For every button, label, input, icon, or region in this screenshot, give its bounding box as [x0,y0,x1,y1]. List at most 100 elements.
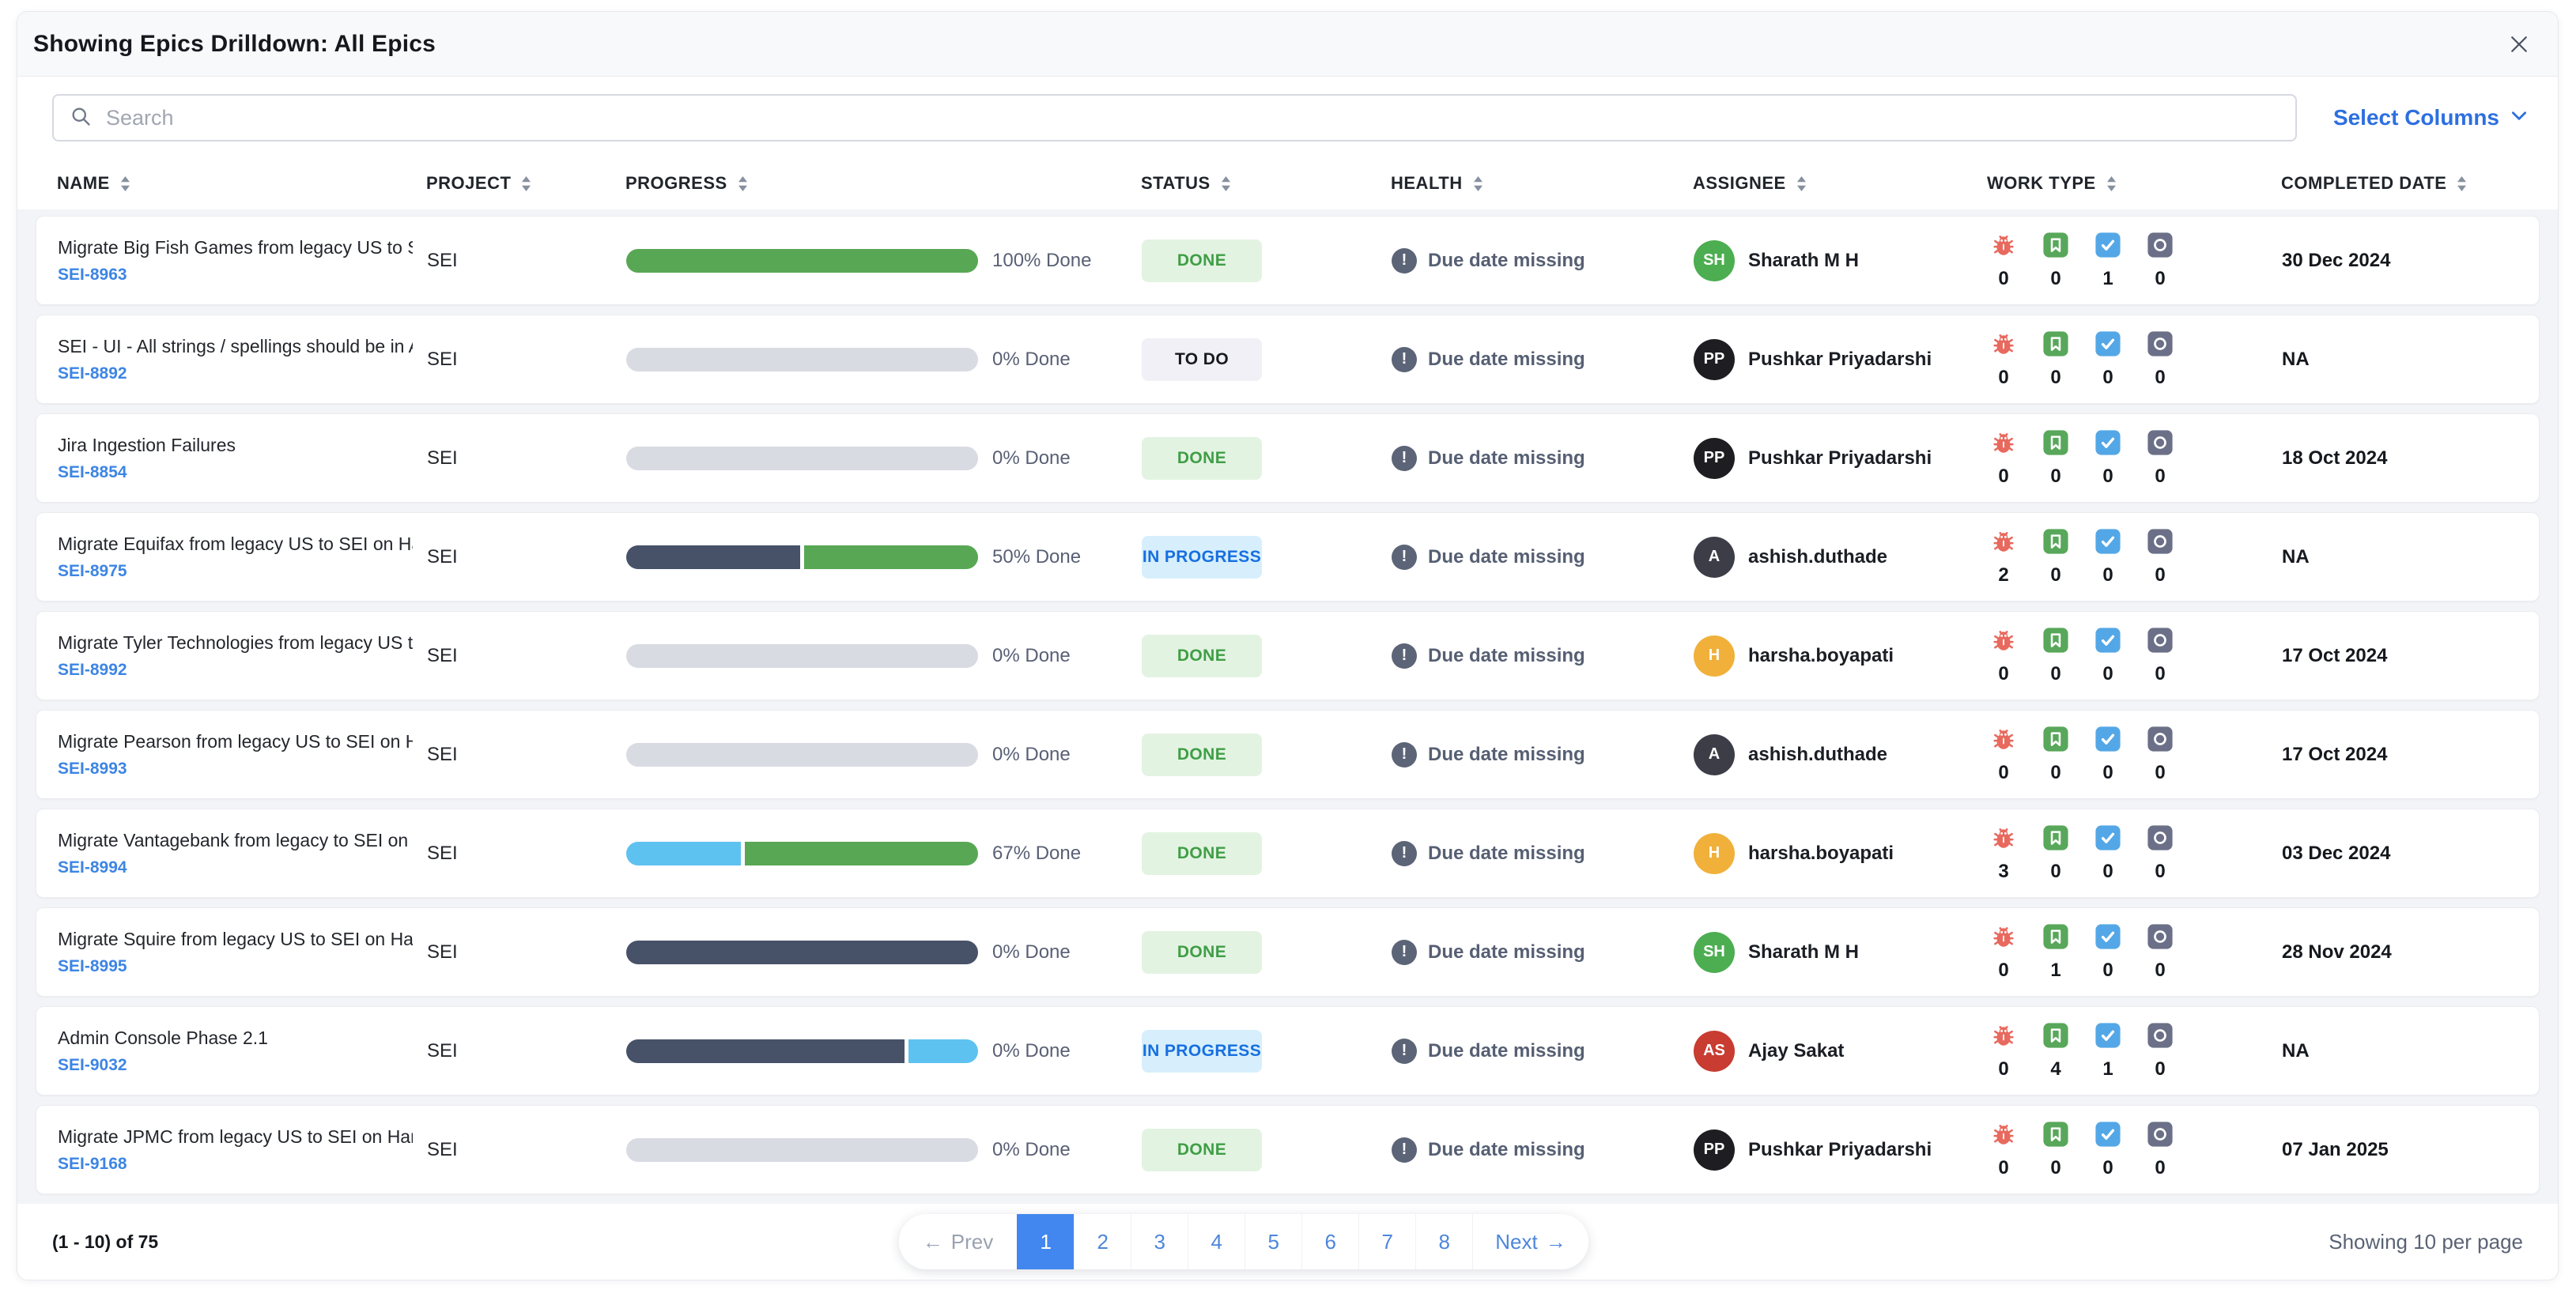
select-columns-label: Select Columns [2332,105,2499,130]
task-icon [2094,627,2121,654]
name-cell: Migrate Tyler Technologies from legacy U… [58,632,427,680]
epics-drilldown-panel: Showing Epics Drilldown: All Epics Selec… [17,11,2559,1280]
worktype-item: 0 [2144,232,2176,290]
worktype-count: 0 [1998,267,2009,289]
health-cell: ! Due date missing [1392,741,1694,767]
task-icon [2094,330,2121,357]
health-label: Due date missing [1428,842,1585,864]
column-header-project[interactable]: PROJECT [426,173,625,194]
column-header-worktype[interactable]: WORK TYPE [1987,173,2281,194]
project-cell: SEI [427,842,458,864]
worktype-item: 2 [1988,528,2019,586]
progress-segment [804,545,978,569]
next-page-button[interactable]: Next → [1472,1214,1588,1269]
assignee-cell: SH Sharath M H [1694,931,1988,973]
epic-id-link[interactable]: SEI-8854 [58,462,127,481]
epic-id-link[interactable]: SEI-8963 [58,265,127,284]
progress-bar [626,643,978,668]
status-cell: IN PROGRESS [1142,1029,1392,1073]
sort-icon [521,175,531,192]
bug-icon [1990,429,2017,456]
worktype-count: 0 [2155,564,2166,586]
sort-icon [2457,175,2467,192]
assignee-name: Ajay Sakat [1748,1039,1845,1062]
column-header-progress[interactable]: PROGRESS [625,173,1141,194]
status-badge: IN PROGRESS [1142,1029,1262,1073]
name-cell: Jira Ingestion Failures SEI-8854 [58,435,427,482]
avatar: A [1694,733,1735,775]
column-label: PROGRESS [625,173,727,193]
project-cell: SEI [427,249,458,271]
prev-page-button[interactable]: ← Prev [898,1214,1018,1269]
sort-icon [1221,175,1231,192]
assignee-name: Pushkar Priyadarshi [1748,1138,1932,1160]
page-7-button[interactable]: 7 [1358,1214,1416,1269]
story-icon [2042,232,2069,258]
worktype-count: 0 [1998,959,2009,981]
worktype-item: 0 [2040,232,2072,290]
prev-label: Prev [950,1229,994,1254]
progress-label: 0% Done [992,743,1071,765]
column-header-assignee[interactable]: ASSIGNEE [1693,173,1987,194]
progress-bar [626,1137,978,1162]
page-6-button[interactable]: 6 [1301,1214,1359,1269]
worktype-count: 0 [2050,662,2061,684]
status-cell: DONE [1142,930,1392,974]
page-3-button[interactable]: 3 [1131,1214,1188,1269]
alert-icon: ! [1392,247,1417,273]
epic-id-link[interactable]: SEI-8995 [58,956,127,975]
epic-id-link[interactable]: SEI-8992 [58,660,127,679]
page-5-button[interactable]: 5 [1245,1214,1302,1269]
epic-id-link[interactable]: SEI-8975 [58,561,127,580]
table-row: Admin Console Phase 2.1 SEI-9032 SEI 0% Don… [36,1006,2540,1095]
avatar: PP [1694,1129,1735,1171]
column-header-name[interactable]: NAME [57,173,426,194]
progress-segment [626,1137,978,1162]
worktype-count: 0 [1998,761,2009,783]
close-button[interactable] [2504,29,2534,59]
assignee-name: Pushkar Priyadarshi [1748,348,1932,370]
epic-id-link[interactable]: SEI-8993 [58,759,127,778]
epic-id-link[interactable]: SEI-8994 [58,858,127,877]
epic-name: Migrate Equifax from legacy US to SEI on… [58,533,413,554]
avatar: A [1694,536,1735,578]
epic-id-link[interactable]: SEI-8892 [58,364,127,383]
epic-name: SEI - UI - All strings / spellings shoul… [58,335,413,356]
alert-icon: ! [1392,643,1417,669]
other-icon [2147,429,2174,456]
page-4-button[interactable]: 4 [1188,1214,1245,1269]
column-header-completed[interactable]: COMPLETED DATE [2281,173,2540,194]
epic-id-link[interactable]: SEI-9168 [58,1154,127,1173]
table-row: SEI - UI - All strings / spellings shoul… [36,315,2540,404]
column-header-status[interactable]: STATUS [1141,173,1391,194]
worktype-item: 0 [2040,627,2072,685]
worktype-count: 0 [2050,366,2061,388]
epic-name: Migrate Tyler Technologies from legacy U… [58,632,413,653]
worktype-count: 0 [2050,761,2061,783]
progress-cell: 0% Done [626,446,1142,470]
progress-cell: 0% Done [626,1137,1142,1162]
column-label: PROJECT [426,173,512,193]
project-cell: SEI [427,743,458,765]
page-1-button[interactable]: 1 [1017,1214,1075,1269]
status-badge: DONE [1142,436,1262,480]
worktype-count: 1 [2102,267,2113,289]
epic-id-link[interactable]: SEI-9032 [58,1055,127,1074]
alert-icon: ! [1392,1038,1417,1064]
story-icon [2042,1121,2069,1148]
search-input[interactable] [104,104,2279,131]
progress-label: 100% Done [992,249,1092,271]
search-box [52,94,2297,141]
select-columns-button[interactable]: Select Columns [2329,105,2534,131]
worktype-count: 0 [2102,662,2113,684]
page-2-button[interactable]: 2 [1074,1214,1131,1269]
worktype-count: 0 [2155,1156,2166,1178]
completed-date-cell: 03 Dec 2024 [2282,842,2391,864]
project-cell: SEI [427,1138,458,1160]
health-label: Due date missing [1428,447,1585,469]
page-8-button[interactable]: 8 [1415,1214,1473,1269]
column-header-health[interactable]: HEALTH [1391,173,1693,194]
status-badge: IN PROGRESS [1142,535,1262,579]
